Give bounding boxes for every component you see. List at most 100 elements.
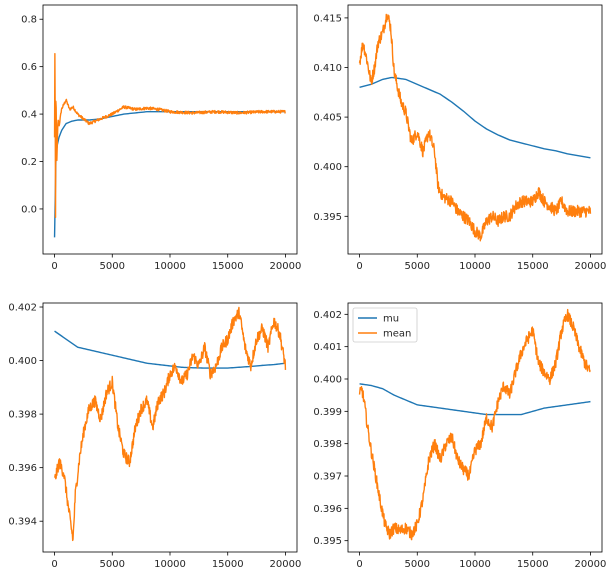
- y-tick: 0.405: [313, 113, 348, 124]
- y-tick-label: 0.405: [313, 113, 342, 124]
- y-tick-label: 0.398: [313, 439, 342, 450]
- y-tick: 0.4: [21, 110, 43, 121]
- x-tick-label: 15000: [212, 559, 244, 570]
- series-line-mu: [359, 76, 591, 159]
- y-tick-label: 0.4: [21, 110, 37, 121]
- series-line-mu: [53, 111, 286, 238]
- y-tick-label: 0.402: [8, 303, 37, 314]
- subplot-3: 0 5000 10000 15000 20000 0.394 0.396 0.398 0.400…: [8, 303, 301, 570]
- x-tick-label: 5000: [100, 261, 125, 272]
- x-tick: 10000: [459, 254, 491, 272]
- y-tick: 0.400: [313, 162, 348, 173]
- x-tick: 5000: [405, 552, 430, 570]
- y-tick-label: 0.396: [313, 504, 342, 515]
- y-tick: 0.0: [21, 204, 43, 215]
- y-tick: 0.394: [8, 517, 43, 528]
- y-tick-label: 0.8: [21, 15, 37, 26]
- y-tick: 0.398: [8, 410, 43, 421]
- y-tick: 0.410: [313, 63, 348, 74]
- y-tick-label: 0.410: [313, 63, 342, 74]
- x-tick-label: 5000: [405, 559, 430, 570]
- x-tick: 0: [356, 552, 363, 570]
- x-tick: 20000: [575, 254, 607, 272]
- y-tick: 0.400: [8, 356, 43, 367]
- y-tick-label: 0.2: [21, 157, 37, 168]
- x-tick: 5000: [100, 552, 125, 570]
- y-tick: 0.396: [313, 504, 348, 515]
- x-tick: 20000: [270, 254, 302, 272]
- x-tick-label: 0: [51, 261, 57, 272]
- x-tick-label: 20000: [575, 559, 607, 570]
- axes-frame: [347, 4, 603, 255]
- x-tick-label: 10000: [459, 559, 491, 570]
- series-line-mu: [54, 330, 286, 369]
- y-tick: 0.400: [313, 374, 348, 385]
- x-tick-label: 20000: [270, 559, 302, 570]
- x-tick-label: 0: [356, 559, 362, 570]
- x-tick-label: 10000: [154, 559, 186, 570]
- legend-label-mu: mu: [383, 314, 399, 325]
- y-tick: 0.398: [313, 439, 348, 450]
- x-tick-label: 15000: [212, 261, 244, 272]
- x-tick: 10000: [459, 552, 491, 570]
- y-tick-label: 0.400: [313, 374, 342, 385]
- x-tick-label: 20000: [575, 261, 607, 272]
- y-tick-label: 0.396: [8, 463, 37, 474]
- x-tick: 10000: [154, 254, 186, 272]
- x-tick: 0: [51, 254, 58, 272]
- series-line-series-2: [53, 52, 286, 219]
- y-tick: 0.6: [21, 62, 43, 73]
- y-tick: 0.402: [8, 303, 43, 314]
- x-tick-label: 10000: [154, 261, 186, 272]
- y-tick-label: 0.402: [313, 310, 342, 321]
- axes-frame: [42, 4, 298, 255]
- x-tick-label: 10000: [459, 261, 491, 272]
- y-tick-label: 0.394: [8, 517, 37, 528]
- x-tick: 10000: [154, 552, 186, 570]
- y-tick: 0.402: [313, 310, 348, 321]
- x-tick-label: 5000: [100, 559, 125, 570]
- x-tick: 20000: [270, 552, 302, 570]
- x-tick: 15000: [517, 254, 549, 272]
- y-tick-label: 0.397: [313, 472, 342, 483]
- subplot-2: 0 5000 10000 15000 20000 0.395 0.400 0.405 0.410…: [313, 4, 607, 272]
- y-tick: 0.397: [313, 472, 348, 483]
- y-tick: 0.2: [21, 157, 43, 168]
- legend-label-mean: mean: [383, 329, 411, 340]
- x-tick-label: 0: [356, 261, 362, 272]
- axes-frame: [42, 302, 298, 553]
- x-tick: 15000: [517, 552, 549, 570]
- x-tick: 5000: [100, 254, 125, 272]
- x-tick: 0: [51, 552, 58, 570]
- y-tick-label: 0.415: [313, 13, 342, 24]
- x-tick-label: 5000: [405, 261, 430, 272]
- x-tick-label: 15000: [517, 261, 549, 272]
- y-tick-label: 0.399: [313, 407, 342, 418]
- y-tick-label: 0.401: [313, 342, 342, 353]
- series-line-mu: [359, 383, 591, 416]
- series-line-series-2: [358, 13, 592, 242]
- x-tick-label: 0: [51, 559, 57, 570]
- y-tick-label: 0.395: [313, 536, 342, 547]
- legend: mu mean: [352, 307, 418, 343]
- x-tick: 15000: [212, 552, 244, 570]
- series-line-series-2: [53, 306, 287, 542]
- y-tick-label: 0.400: [8, 356, 37, 367]
- x-tick: 20000: [575, 552, 607, 570]
- y-tick: 0.401: [313, 342, 348, 353]
- y-tick-label: 0.395: [313, 212, 342, 223]
- y-tick: 0.396: [8, 463, 43, 474]
- subplot-1: 0 5000 10000 15000 20000 0.0 0.2 0.4 0.6 0.8: [21, 4, 302, 272]
- y-tick: 0.399: [313, 407, 348, 418]
- y-tick-label: 0.400: [313, 162, 342, 173]
- y-tick: 0.8: [21, 15, 43, 26]
- y-tick: 0.395: [313, 212, 348, 223]
- x-tick: 15000: [212, 254, 244, 272]
- y-tick-label: 0.6: [21, 62, 37, 73]
- x-tick: 5000: [405, 254, 430, 272]
- x-tick: 0: [356, 254, 363, 272]
- y-tick-label: 0.0: [21, 204, 37, 215]
- x-tick-label: 20000: [270, 261, 302, 272]
- y-tick-label: 0.398: [8, 410, 37, 421]
